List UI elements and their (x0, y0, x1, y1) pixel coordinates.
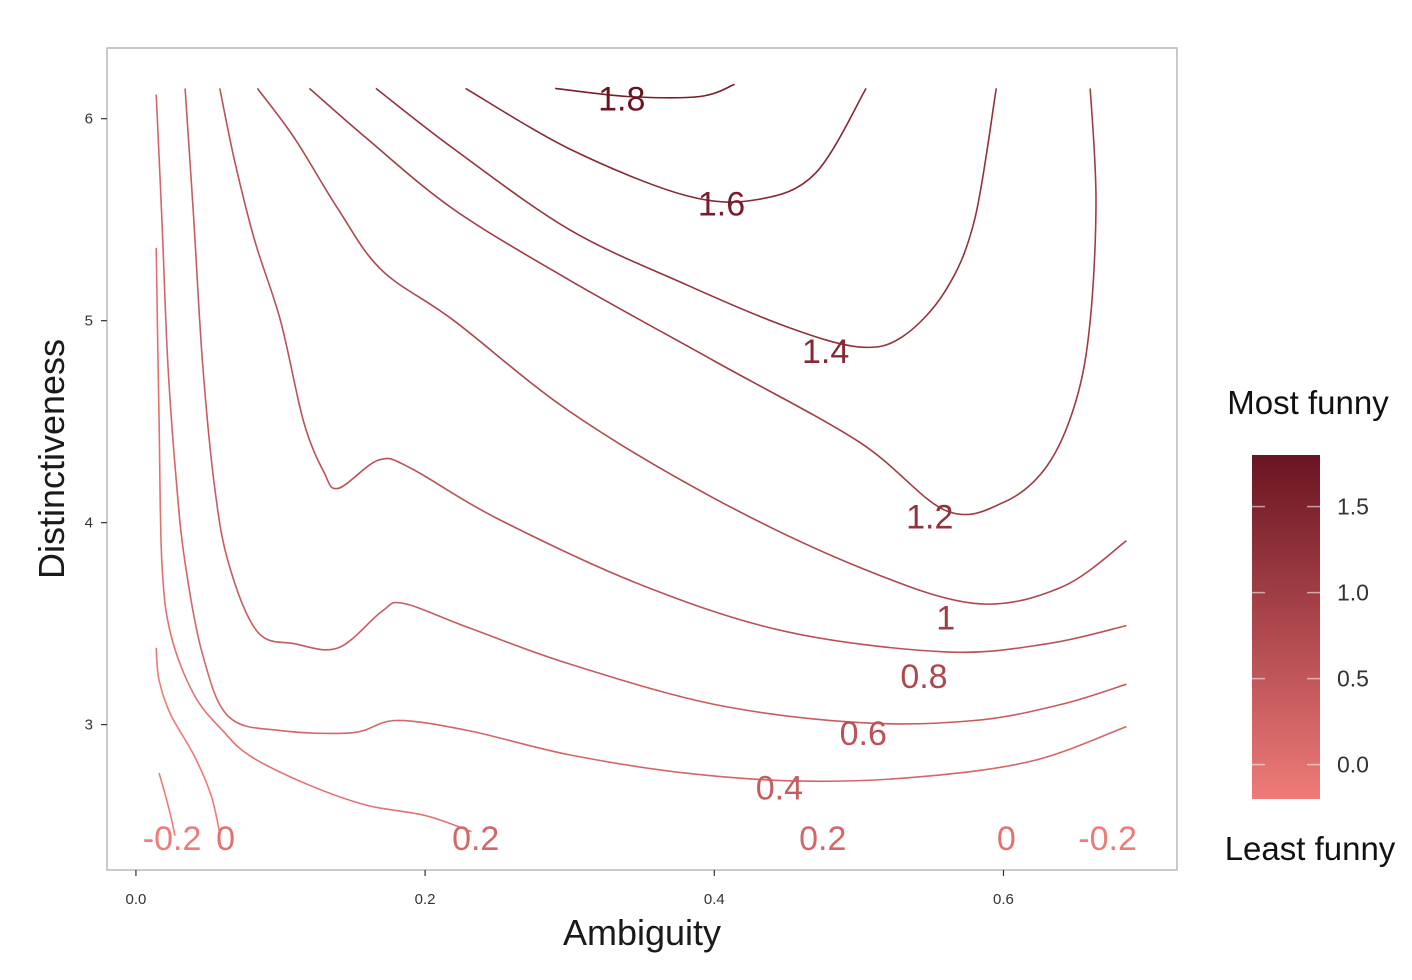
contour-line-4 (184, 88, 1127, 725)
plot-panel (106, 47, 1178, 871)
legend-tick-label-2: 1.0 (1337, 580, 1369, 606)
contour-label-1: 0 (216, 820, 235, 858)
contour-line-7 (308, 87, 1097, 516)
y-tick-label-3: 6 (85, 111, 93, 128)
contour-line-5 (219, 88, 1127, 654)
contour-line-9 (465, 87, 867, 203)
contour-label-12: 1.6 (698, 186, 745, 224)
legend-ticks: 0.0 0.5 1.0 1.5 (1252, 494, 1369, 778)
x-axis: 0.0 0.2 0.4 0.6 (125, 870, 1014, 908)
contour-label-0: -0.2 (143, 820, 202, 858)
legend-title-bottom: Least funny (1225, 830, 1396, 867)
legend-colorbar (1252, 455, 1320, 799)
contour-line-10 (555, 83, 735, 99)
contour-label-7: 0.6 (840, 715, 887, 753)
y-tick-label-0: 3 (85, 717, 93, 734)
contour-line-1 (155, 647, 221, 834)
color-legend: Most funny 0.0 0.5 1.0 1.5 Least funny (1225, 384, 1396, 867)
contour-label-13: 1.8 (598, 81, 645, 119)
contour-line-6 (256, 87, 1127, 605)
contour-line-0 (158, 772, 176, 836)
contour-label-8: 0.8 (900, 658, 947, 696)
contour-lines (155, 83, 1127, 836)
contour-line-2 (155, 247, 472, 833)
legend-title-top: Most funny (1227, 384, 1389, 421)
y-axis: 3 4 5 6 (85, 111, 107, 734)
contour-label-9: 1 (936, 600, 955, 638)
y-tick-label-1: 4 (85, 515, 93, 532)
contour-label-11: 1.4 (802, 333, 849, 371)
contour-label-4: 0 (997, 820, 1016, 858)
contour-label-10: 1.2 (906, 499, 953, 537)
legend-tick-label-3: 1.5 (1337, 494, 1369, 520)
contour-labels: -0.2 0 0.2 0.2 0 -0.2 0.4 0.6 0.8 1 1.2 1.4 1.6 1.8 (143, 81, 1137, 858)
legend-tick-label-1: 0.5 (1337, 666, 1369, 692)
x-tick-label-0: 0.0 (125, 891, 146, 908)
contour-label-2: 0.2 (452, 820, 499, 858)
x-tick-label-1: 0.2 (415, 891, 436, 908)
legend-tick-label-0: 0.0 (1337, 752, 1369, 778)
contour-line-8 (375, 87, 998, 349)
y-tick-label-2: 5 (85, 313, 93, 330)
contour-label-6: 0.4 (756, 769, 803, 807)
x-axis-title: Ambiguity (563, 912, 721, 953)
contour-label-5: -0.2 (1078, 820, 1137, 858)
y-axis-title: Distinctiveness (31, 339, 72, 579)
contour-line-3 (155, 94, 1127, 783)
x-tick-label-3: 0.6 (993, 891, 1014, 908)
contour-label-3: 0.2 (799, 820, 846, 858)
x-tick-label-2: 0.4 (704, 891, 725, 908)
